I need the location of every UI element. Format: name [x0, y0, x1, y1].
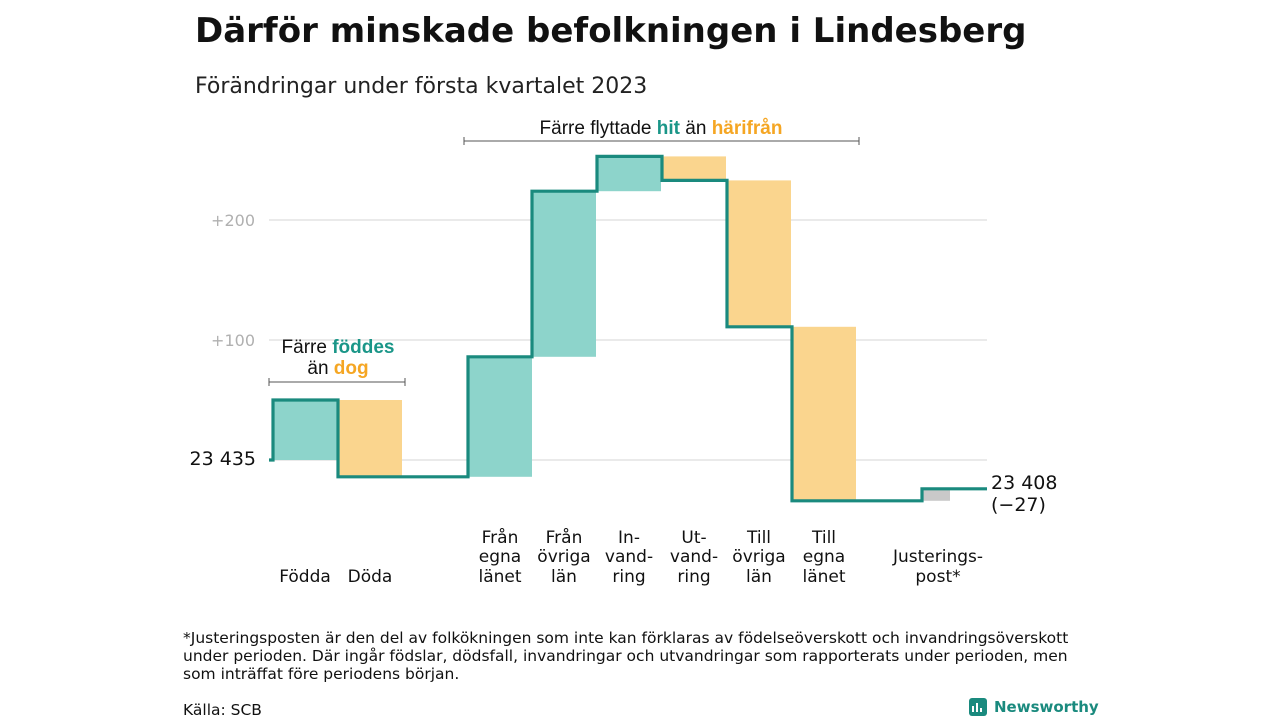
category-label: ring: [677, 567, 710, 587]
category-label: vand-: [670, 547, 718, 567]
moves-annotation-text: Färre flyttade: [540, 118, 657, 139]
waterfall-bar: [727, 180, 791, 327]
waterfall-bar: [273, 400, 337, 460]
end-value-label: 23 408: [991, 472, 1057, 494]
step-line: [269, 154, 987, 503]
category-label: övriga: [537, 547, 590, 567]
y-tick-label: +200: [211, 211, 255, 230]
waterfall-bar: [792, 326, 856, 501]
births-highlight-died: dog: [334, 358, 369, 379]
footnote-line-2: under perioden. Där ingår födslar, dödsf…: [183, 647, 1068, 665]
category-label: län: [551, 567, 577, 587]
category-label: Från: [482, 527, 519, 548]
category-labels: Födda DödaFrånegnalänetFrånövrigalänIn-va…: [279, 527, 983, 587]
category-label: ring: [612, 567, 645, 587]
waterfall-bar: [532, 191, 596, 357]
category-label: Från: [546, 527, 583, 548]
category-label: egna: [803, 547, 845, 567]
chart-subtitle: Förändringar under första kvartalet 2023: [195, 74, 647, 99]
category-label: Justerings-: [892, 547, 983, 567]
chart-title: Därför minskade befolkningen i Lindesber…: [195, 11, 1026, 51]
footnote-line-3: som inträffat före periodens början.: [183, 665, 459, 683]
waterfall-bar: [662, 156, 726, 181]
start-value-label: 23 435: [190, 448, 256, 470]
category-label: övriga: [732, 547, 785, 567]
category-label: Födda: [279, 567, 331, 587]
newsworthy-logo-text: Newsworthy: [994, 698, 1099, 716]
category-label: län: [746, 567, 772, 587]
moves-annotation-text2: än: [680, 118, 712, 139]
bars: [273, 156, 950, 501]
category-label: Till: [746, 528, 771, 548]
category-label: Döda: [348, 567, 393, 587]
moves-highlight-away: härifrån: [712, 118, 783, 139]
births-highlight-born: föddes: [332, 337, 394, 358]
step-line-path: [269, 154, 987, 503]
category-label: Till: [811, 528, 836, 548]
births-annotation-text: Färre: [282, 337, 333, 358]
footnote-line-1: *Justeringsposten är den del av folkökni…: [183, 629, 1068, 647]
y-tick-label: +100: [211, 331, 255, 350]
end-change-label: (−27): [991, 494, 1046, 516]
waterfall-bar: [468, 356, 532, 477]
category-label: länet: [478, 567, 521, 587]
waterfall-bar: [597, 156, 661, 192]
births-annotation: Färre föddes än dog: [268, 337, 406, 386]
moves-annotation: Färre flyttade hit än härifrån: [463, 118, 860, 145]
svg-text:Färre föddes: Färre föddes: [282, 337, 395, 358]
category-label: Ut-: [681, 528, 706, 548]
births-bracket: [268, 378, 406, 386]
category-label: In-: [618, 528, 640, 548]
moves-highlight-here: hit: [657, 118, 681, 139]
category-label: vand-: [605, 547, 653, 567]
svg-text:än dog: än dog: [307, 358, 368, 379]
waterfall-bar: [922, 488, 950, 501]
moves-bracket: [463, 137, 860, 145]
waterfall-bar: [338, 400, 402, 477]
category-label: egna: [479, 547, 521, 567]
source-label: Källa: SCB: [183, 701, 262, 719]
category-label: post*: [915, 567, 960, 587]
category-label: länet: [802, 567, 845, 587]
births-annotation-text2: än: [307, 358, 333, 379]
svg-text:Färre flyttade hit än härifrån: Färre flyttade hit än härifrån: [540, 118, 783, 139]
newsworthy-logo: Newsworthy: [969, 698, 1099, 716]
gridlines: +100 +200: [211, 211, 987, 461]
